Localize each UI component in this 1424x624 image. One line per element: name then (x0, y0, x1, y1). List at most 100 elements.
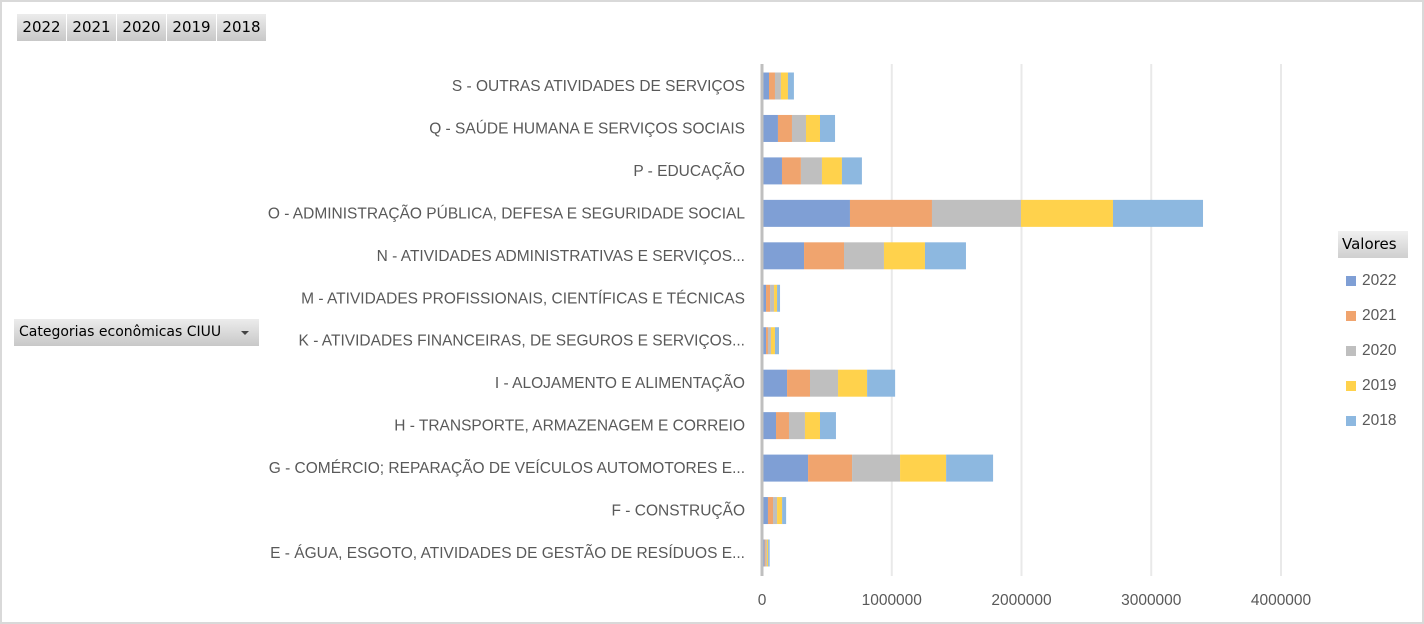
bar-segment-2019[interactable] (770, 327, 775, 355)
legend-swatch-icon (1346, 415, 1356, 426)
bar-segment-2020[interactable] (788, 412, 805, 440)
bar-segment-2020[interactable] (765, 539, 767, 567)
bar-segment-2020[interactable] (852, 454, 901, 482)
bar-segment-2019[interactable] (900, 454, 947, 482)
filter-button-2018[interactable]: 2018 (217, 14, 266, 41)
bar-segment-2022[interactable] (762, 157, 782, 185)
bar-segment-2021[interactable] (787, 369, 811, 397)
bar-segment-2018[interactable] (819, 114, 836, 142)
bar-segment-2020[interactable] (931, 199, 1021, 227)
bar-segment-2019[interactable] (1020, 199, 1113, 227)
bar-segment-2018[interactable] (768, 539, 770, 567)
bar-segment-2019[interactable] (780, 72, 788, 100)
legend-label: 2022 (1362, 271, 1397, 289)
dropdown-arrow-icon[interactable] (241, 331, 249, 335)
bar-segment-2018[interactable] (774, 327, 779, 355)
bar-segment-2018[interactable] (782, 497, 787, 525)
category-label: G - COMÉRCIO; REPARAÇÃO DE VEÍCULOS AUTO… (269, 460, 745, 477)
legend-swatch-icon (1346, 345, 1356, 356)
bar-segment-2021[interactable] (764, 539, 766, 567)
category-label: E - ÁGUA, ESGOTO, ATIVIDADES DE GESTÃO D… (270, 545, 745, 562)
legend-label: 2018 (1362, 411, 1397, 429)
bar-segment-2020[interactable] (844, 242, 884, 270)
bar-segment-2020[interactable] (767, 327, 771, 355)
category-label: Q - SAÚDE HUMANA E SERVIÇOS SOCIAIS (429, 120, 745, 137)
legend-swatch-icon (1346, 310, 1356, 321)
x-tick-labels: 0 1000000 2000000 3000000 4000000 (758, 592, 1312, 609)
bar-segment-2021[interactable] (766, 284, 771, 312)
bar-segment-2018[interactable] (924, 242, 966, 270)
bar-segment-2020[interactable] (800, 157, 822, 185)
legend-item-2019[interactable]: 2019 (1346, 368, 1396, 403)
bar-segment-2020[interactable] (791, 114, 806, 142)
legend-label: 2020 (1362, 341, 1397, 359)
bar-segment-2018[interactable] (787, 72, 794, 100)
gridlines (890, 64, 1282, 576)
filter-button-2019[interactable]: 2019 (167, 14, 216, 41)
bar-segment-2019[interactable] (766, 539, 769, 567)
x-tick-label: 1000000 (862, 592, 923, 609)
bar-segment-2019[interactable] (883, 242, 925, 270)
bar-segment-2022[interactable] (762, 199, 850, 227)
bar-segment-2018[interactable] (867, 369, 896, 397)
bar-segment-2021[interactable] (776, 412, 789, 440)
bar-segment-2021[interactable] (808, 454, 853, 482)
bar-segment-2022[interactable] (762, 114, 778, 142)
bar-segment-2020[interactable] (810, 369, 839, 397)
bar-segment-2019[interactable] (805, 114, 820, 142)
filter-button-2022[interactable]: 2022 (17, 14, 66, 41)
category-label: H - TRANSPORTE, ARMAZENAGEM E CORREIO (394, 418, 745, 435)
bar-segment-2022[interactable] (762, 369, 788, 397)
bar-segment-2019[interactable] (804, 412, 820, 440)
bar-segment-2018[interactable] (841, 157, 862, 185)
x-tick-label: 0 (758, 592, 767, 609)
bar-segment-2019[interactable] (821, 157, 842, 185)
bar-segment-2021[interactable] (766, 327, 768, 355)
bar-segment-2019[interactable] (838, 369, 868, 397)
bar-segment-2020[interactable] (773, 497, 778, 525)
legend-title[interactable]: Valores (1338, 231, 1408, 258)
bar-segment-2022[interactable] (762, 72, 770, 100)
bar-segment-2022[interactable] (762, 327, 767, 355)
x-tick-label: 4000000 (1251, 592, 1312, 609)
bar-segment-2019[interactable] (774, 284, 778, 312)
bar-segment-2018[interactable] (819, 412, 836, 440)
legend-label: 2019 (1362, 376, 1397, 394)
bar-segment-2021[interactable] (804, 242, 845, 270)
bar-segment-2021[interactable] (777, 114, 792, 142)
filter-button-2021[interactable]: 2021 (67, 14, 116, 41)
bar-segment-2022[interactable] (762, 284, 767, 312)
x-tick-label: 3000000 (1121, 592, 1182, 609)
bar-segment-2022[interactable] (762, 412, 777, 440)
bar-segment-2021[interactable] (769, 72, 775, 100)
bar-segment-2021[interactable] (849, 199, 932, 227)
bar-segment-2022[interactable] (762, 497, 768, 525)
category-label: K - ATIVIDADES FINANCEIRAS, DE SEGUROS E… (299, 333, 745, 350)
category-filter-label: Categorias econômicas CIUU (19, 324, 222, 340)
bar-segment-2020[interactable] (774, 72, 781, 100)
legend-swatch-icon (1346, 380, 1356, 391)
category-label: M - ATIVIDADES PROFISSIONAIS, CIENTÍFICA… (301, 290, 745, 307)
bar-segment-2018[interactable] (946, 454, 994, 482)
filter-button-2020[interactable]: 2020 (117, 14, 166, 41)
legend-item-2021[interactable]: 2021 (1346, 298, 1396, 333)
category-label: N - ATIVIDADES ADMINISTRATIVAS E SERVIÇO… (377, 248, 745, 265)
category-filter-dropdown[interactable]: Categorias econômicas CIUU (14, 319, 259, 346)
bar-segment-2021[interactable] (781, 157, 801, 185)
bar-segment-2018[interactable] (1112, 199, 1204, 227)
category-label: P - EDUCAÇÃO (633, 163, 745, 180)
legend-item-2018[interactable]: 2018 (1346, 403, 1396, 438)
category-label: F - CONSTRUÇÃO (612, 503, 745, 520)
legend-item-2022[interactable]: 2022 (1346, 263, 1396, 298)
bar-segment-2020[interactable] (770, 284, 775, 312)
legend-item-2020[interactable]: 2020 (1346, 333, 1396, 368)
bar-segment-2022[interactable] (762, 242, 805, 270)
category-label: I - ALOJAMENTO E ALIMENTAÇÃO (495, 375, 745, 392)
bar-segment-2018[interactable] (777, 284, 781, 312)
bar-segment-2022[interactable] (762, 454, 809, 482)
bar-segment-2021[interactable] (767, 497, 774, 525)
legend-label: 2021 (1362, 306, 1397, 324)
bar-segment-2019[interactable] (777, 497, 783, 525)
legend: 2022 2021 2020 2019 2018 (1346, 263, 1396, 438)
